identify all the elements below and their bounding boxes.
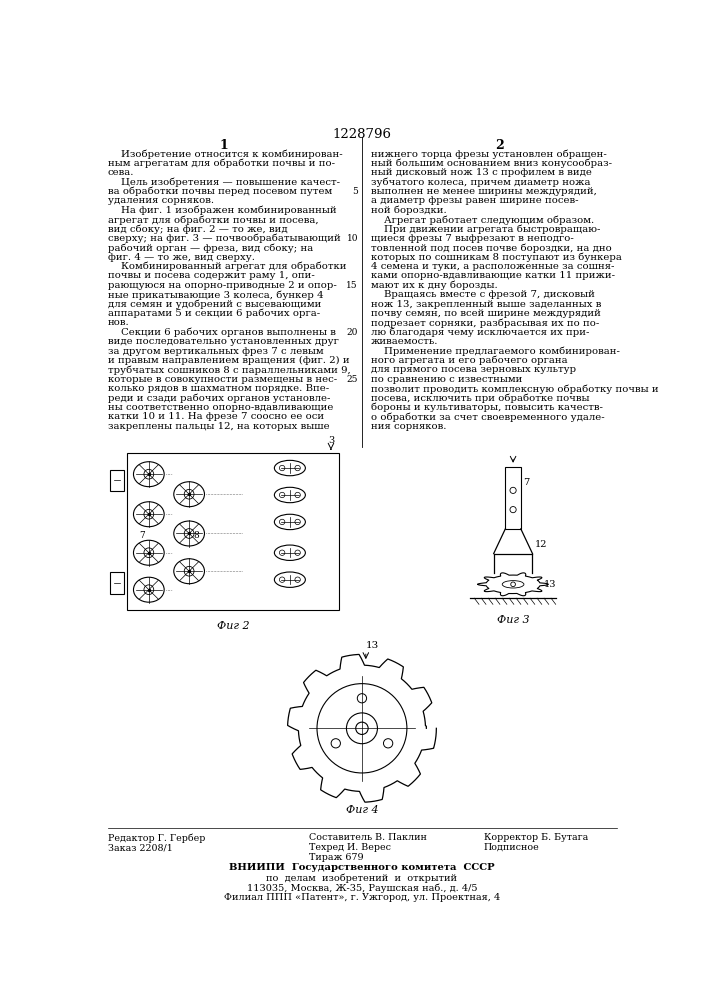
Text: 25: 25	[346, 375, 358, 384]
Text: Изобретение относится к комбинирован-: Изобретение относится к комбинирован-	[107, 149, 342, 159]
Text: по сравнению с известными: по сравнению с известными	[371, 375, 522, 384]
Text: Фиг 4: Фиг 4	[346, 805, 378, 815]
Text: 2: 2	[495, 139, 503, 152]
Text: 12: 12	[534, 540, 547, 549]
Text: ным агрегатам для обработки почвы и по-: ным агрегатам для обработки почвы и по-	[107, 159, 334, 168]
Text: Тираж 679: Тираж 679	[309, 853, 364, 862]
Text: щиеся фрезы 7 выфрезают в неподго-: щиеся фрезы 7 выфрезают в неподго-	[371, 234, 574, 243]
Bar	[110, 470, 124, 491]
Text: реди и сзади рабочих органов установле-: реди и сзади рабочих органов установле-	[107, 394, 330, 403]
Bar	[110, 572, 124, 594]
Text: сверху; на фиг. 3 — почвообрабатывающий: сверху; на фиг. 3 — почвообрабатывающий	[107, 234, 341, 243]
Text: почвы и посева содержит раму 1, опи-: почвы и посева содержит раму 1, опи-	[107, 271, 315, 280]
Text: удаления сорняков.: удаления сорняков.	[107, 196, 214, 205]
Text: нов.: нов.	[107, 318, 129, 327]
Text: трубчатых сошников 8 с параллельниками 9,: трубчатых сошников 8 с параллельниками 9…	[107, 365, 351, 375]
Text: ва обработки почвы перед посевом путем: ва обработки почвы перед посевом путем	[107, 187, 332, 196]
Text: 1: 1	[220, 139, 228, 152]
Text: Корректор Б. Бутага: Корректор Б. Бутага	[484, 833, 588, 842]
Text: 13: 13	[544, 580, 556, 589]
Text: вид сбоку; на фиг. 2 — то же, вид: вид сбоку; на фиг. 2 — то же, вид	[107, 224, 287, 234]
Text: для прямого посева зерновых культур: для прямого посева зерновых культур	[371, 365, 576, 374]
Text: 13: 13	[366, 641, 379, 650]
Text: ной бороздки.: ной бороздки.	[371, 206, 447, 215]
Text: и правым направлением вращения (фиг. 2) и: и правым направлением вращения (фиг. 2) …	[107, 356, 349, 365]
Text: Агрегат работает следующим образом.: Агрегат работает следующим образом.	[371, 215, 595, 225]
Text: Вращаясь вместе с фрезой 7, дисковый: Вращаясь вместе с фрезой 7, дисковый	[371, 290, 595, 299]
Text: 8: 8	[193, 531, 199, 540]
Text: живаемость.: живаемость.	[371, 337, 439, 346]
Bar	[506, 467, 521, 529]
Text: а диаметр фрезы равен ширине посев-: а диаметр фрезы равен ширине посев-	[371, 196, 579, 205]
Text: Фиг 2: Фиг 2	[216, 621, 250, 631]
Text: рабочий орган — фреза, вид сбоку; на: рабочий орган — фреза, вид сбоку; на	[107, 243, 313, 253]
Text: ный дисковый нож 13 с профилем в виде: ный дисковый нож 13 с профилем в виде	[371, 168, 592, 177]
Text: 7: 7	[523, 478, 530, 487]
Text: по  делам  изобретений  и  открытий: по делам изобретений и открытий	[267, 873, 457, 883]
Text: фиг. 4 — то же, вид сверху.: фиг. 4 — то же, вид сверху.	[107, 253, 255, 262]
Text: Составитель В. Паклин: Составитель В. Паклин	[309, 833, 427, 842]
Text: товленной под посев почве бороздки, на дно: товленной под посев почве бороздки, на д…	[371, 243, 612, 253]
Text: закреплены пальцы 12, на которых выше: закреплены пальцы 12, на которых выше	[107, 422, 329, 431]
Text: 4 семена и туки, а расположенные за сошня-: 4 семена и туки, а расположенные за сошн…	[371, 262, 614, 271]
Bar	[127, 453, 339, 610]
Text: Комбинированный агрегат для обработки: Комбинированный агрегат для обработки	[107, 262, 346, 271]
Text: Секции 6 рабочих органов выполнены в: Секции 6 рабочих органов выполнены в	[107, 328, 336, 337]
Text: посева, исключить при обработке почвы: посева, исключить при обработке почвы	[371, 394, 590, 403]
Text: 113035, Москва, Ж-35, Раушская наб., д. 4/5: 113035, Москва, Ж-35, Раушская наб., д. …	[247, 883, 477, 893]
Text: Техред И. Верес: Техред И. Верес	[309, 843, 391, 852]
Text: Филиал ППП «Патент», г. Ужгород, ул. Проектная, 4: Филиал ППП «Патент», г. Ужгород, ул. Про…	[224, 893, 500, 902]
Text: ками опорно-вдавливающие катки 11 прижи-: ками опорно-вдавливающие катки 11 прижи-	[371, 271, 615, 280]
Text: 15: 15	[346, 281, 358, 290]
Text: мают их к дну борозды.: мают их к дну борозды.	[371, 281, 498, 290]
Text: которых по сошникам 8 поступают из бункера: которых по сошникам 8 поступают из бунке…	[371, 253, 622, 262]
Text: Заказ 2208/1: Заказ 2208/1	[107, 843, 173, 852]
Text: которые в совокупности размещены в нес-: которые в совокупности размещены в нес-	[107, 375, 337, 384]
Text: На фиг. 1 изображен комбинированный: На фиг. 1 изображен комбинированный	[107, 206, 337, 215]
Text: бороны и культиваторы, повысить качеств-: бороны и культиваторы, повысить качеств-	[371, 403, 603, 412]
Text: нож 13, закрепленный выше заделанных в: нож 13, закрепленный выше заделанных в	[371, 300, 602, 309]
Text: зубчатого колеса, причем диаметр ножа: зубчатого колеса, причем диаметр ножа	[371, 177, 591, 187]
Text: колько рядов в шахматном порядке. Впе-: колько рядов в шахматном порядке. Впе-	[107, 384, 329, 393]
Text: ные прикатывающие 3 колеса, бункер 4: ные прикатывающие 3 колеса, бункер 4	[107, 290, 323, 300]
Text: ный большим основанием вниз конусообраз-: ный большим основанием вниз конусообраз-	[371, 159, 612, 168]
Text: нижнего торца фрезы установлен обращен-: нижнего торца фрезы установлен обращен-	[371, 149, 607, 159]
Text: 20: 20	[346, 328, 358, 337]
Text: 7: 7	[139, 531, 145, 540]
Text: ны соответственно опорно-вдавливающие: ны соответственно опорно-вдавливающие	[107, 403, 333, 412]
Text: При движении агрегата быстровращаю-: При движении агрегата быстровращаю-	[371, 224, 601, 234]
Text: Фиг 3: Фиг 3	[497, 615, 530, 625]
Text: рающуюся на опорно-приводные 2 и опор-: рающуюся на опорно-приводные 2 и опор-	[107, 281, 337, 290]
Text: 10: 10	[346, 234, 358, 243]
Text: 3: 3	[328, 436, 334, 445]
Text: агрегат для обработки почвы и посева,: агрегат для обработки почвы и посева,	[107, 215, 318, 225]
Text: Цель изобретения — повышение качест-: Цель изобретения — повышение качест-	[107, 177, 340, 187]
Text: почву семян, по всей ширине междурядий: почву семян, по всей ширине междурядий	[371, 309, 601, 318]
Text: Подписное: Подписное	[484, 843, 539, 852]
Text: ния сорняков.: ния сорняков.	[371, 422, 447, 431]
Text: аппаратами 5 и секции 6 рабочих орга-: аппаратами 5 и секции 6 рабочих орга-	[107, 309, 320, 318]
Text: 5: 5	[352, 187, 358, 196]
Text: выполнен не менее ширины междурядий,: выполнен не менее ширины междурядий,	[371, 187, 597, 196]
Text: виде последовательно установленных друг: виде последовательно установленных друг	[107, 337, 339, 346]
Text: Применение предлагаемого комбинирован-: Применение предлагаемого комбинирован-	[371, 347, 620, 356]
Text: за другом вертикальных фрез 7 с левым: за другом вертикальных фрез 7 с левым	[107, 347, 323, 356]
Text: для семян и удобрений с высевающими: для семян и удобрений с высевающими	[107, 300, 321, 309]
Text: о обработки за счет своевременного удале-: о обработки за счет своевременного удале…	[371, 412, 605, 422]
Text: ВНИИПИ  Государственного комитета  СССР: ВНИИПИ Государственного комитета СССР	[229, 863, 495, 872]
Text: Редактор Г. Гербер: Редактор Г. Гербер	[107, 833, 205, 843]
Text: катки 10 и 11. На фрезе 7 соосно ее оси: катки 10 и 11. На фрезе 7 соосно ее оси	[107, 412, 324, 421]
Text: ного агрегата и его рабочего органа: ного агрегата и его рабочего органа	[371, 356, 568, 365]
Text: лю благодаря чему исключается их при-: лю благодаря чему исключается их при-	[371, 328, 590, 337]
Text: позволит проводить комплексную обработку почвы и: позволит проводить комплексную обработку…	[371, 384, 659, 394]
Text: 1228796: 1228796	[332, 128, 392, 141]
Text: подрезает сорняки, разбрасывая их по по-: подрезает сорняки, разбрасывая их по по-	[371, 318, 600, 328]
Text: сева.: сева.	[107, 168, 134, 177]
